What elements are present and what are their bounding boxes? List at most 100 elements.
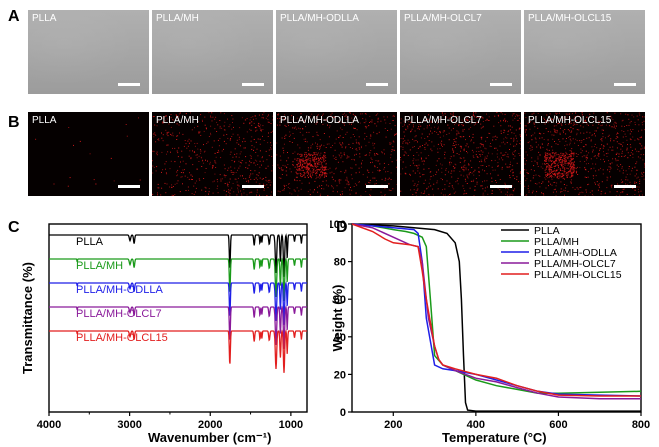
map-dot	[497, 174, 499, 176]
map-dot	[350, 137, 352, 139]
map-dot	[589, 113, 591, 115]
map-dot	[471, 167, 473, 168]
map-dot	[547, 166, 549, 168]
map-dot	[240, 151, 242, 153]
map-dot	[437, 126, 439, 128]
map-dot	[467, 169, 469, 171]
map-dot	[609, 171, 611, 173]
map-dot	[563, 168, 565, 170]
map-dot	[592, 151, 594, 153]
map-dot	[577, 115, 579, 117]
map-dot	[394, 125, 396, 127]
map-dot	[562, 166, 564, 168]
map-dot	[230, 172, 232, 173]
map-dot	[188, 138, 190, 140]
map-dot	[449, 158, 451, 160]
map-dot	[566, 175, 568, 177]
map-dot	[555, 159, 557, 161]
map-dot	[541, 183, 543, 184]
map-dot	[563, 116, 565, 118]
map-dot	[570, 120, 571, 122]
map-dot	[527, 188, 529, 190]
map-dot	[526, 129, 527, 131]
map-dot	[609, 163, 611, 165]
map-dot	[406, 142, 408, 144]
map-dot	[585, 169, 587, 171]
map-dot	[482, 121, 484, 122]
map-dot	[572, 138, 574, 140]
map-dot	[641, 121, 643, 123]
map-dot	[241, 195, 243, 196]
map-dot	[400, 157, 401, 158]
map-dot	[297, 153, 299, 155]
map-dot	[384, 177, 386, 179]
map-dot	[568, 172, 570, 174]
map-dot	[320, 193, 322, 195]
map-dot	[296, 164, 298, 166]
map-dot	[345, 114, 347, 116]
map-dot	[385, 178, 387, 180]
map-dot	[644, 147, 645, 149]
map-dot	[544, 169, 546, 171]
map-dot	[238, 143, 240, 145]
map-dot	[571, 113, 573, 115]
map-dot	[534, 132, 536, 134]
map-dot	[608, 134, 610, 136]
map-dot	[176, 123, 178, 125]
map-dot	[325, 157, 327, 159]
map-dot	[292, 164, 294, 166]
map-dot	[113, 180, 115, 182]
map-dot	[550, 174, 552, 176]
map-dot	[551, 146, 553, 148]
map-dot	[407, 155, 409, 156]
map-dot	[340, 144, 342, 146]
map-dot	[266, 184, 268, 186]
map-dot	[250, 162, 252, 164]
map-dot	[423, 174, 425, 175]
map-dot	[560, 165, 562, 167]
map-dot	[420, 137, 422, 139]
map-dot	[557, 123, 559, 125]
map-dot	[392, 140, 394, 142]
map-dot	[424, 148, 426, 150]
map-dot	[410, 189, 412, 191]
map-dot	[491, 177, 493, 179]
map-dot	[641, 172, 643, 174]
map-dot	[231, 160, 233, 161]
map-dot	[68, 127, 70, 128]
map-dot	[158, 187, 160, 189]
map-dot	[317, 186, 318, 188]
map-dot	[204, 124, 206, 126]
map-dot	[294, 127, 296, 129]
map-dot	[482, 117, 484, 119]
map-dot	[594, 117, 596, 119]
map-dot	[313, 169, 315, 170]
map-dot	[395, 133, 397, 135]
x-tick-label: 3000	[117, 419, 141, 431]
map-dot	[627, 179, 629, 181]
map-dot	[558, 156, 560, 158]
map-dot	[345, 146, 347, 148]
map-dot	[307, 168, 309, 170]
map-dot	[351, 189, 353, 191]
map-dot	[268, 155, 270, 157]
map-dot	[259, 126, 261, 127]
map-dot	[334, 117, 336, 118]
map-dot	[271, 155, 273, 157]
map-dot	[258, 172, 260, 174]
map-dot	[241, 175, 243, 176]
map-dot	[563, 166, 564, 168]
map-dot	[556, 182, 558, 184]
map-dot	[375, 183, 377, 184]
map-dot	[559, 155, 561, 157]
map-dot	[161, 151, 163, 153]
map-dot	[323, 161, 325, 163]
map-dot	[563, 153, 565, 155]
map-dot	[606, 179, 608, 181]
map-dot	[611, 117, 613, 119]
map-dot	[339, 182, 341, 184]
map-dot	[450, 129, 452, 131]
map-dot	[252, 173, 254, 175]
map-dot	[324, 172, 325, 174]
map-dot	[475, 123, 477, 125]
